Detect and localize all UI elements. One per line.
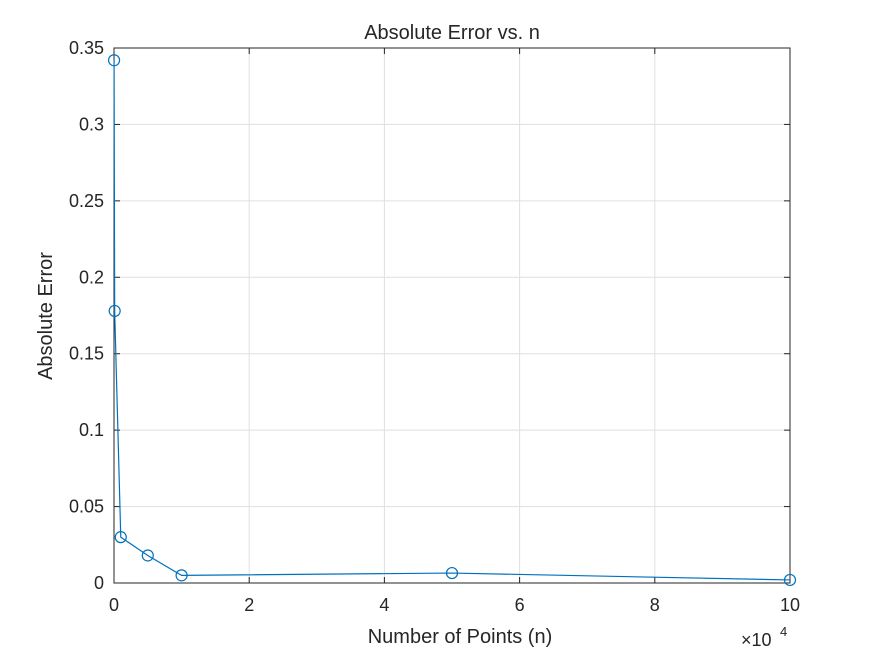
tick-labels: 0 2 4 6 8 10 0 0.05 0.1 0.15 0.2 0.25 0.3 0.35 (69, 38, 800, 615)
data-point-marker (783, 573, 797, 587)
data-point-marker (108, 304, 121, 318)
data-series (107, 54, 797, 587)
series-line (113, 60, 791, 581)
y-tick-label: 0.25 (69, 191, 104, 211)
data-point-marker (141, 549, 154, 562)
data-point-marker (114, 531, 127, 544)
chart-title: Absolute Error vs. n (364, 22, 540, 44)
x-tick-label: 4 (379, 595, 389, 615)
x-tick-label: 2 (244, 595, 254, 615)
x-tick-label: 6 (515, 595, 525, 615)
x-axis-exponent-base: ×10 (741, 630, 772, 650)
y-tick-label: 0.1 (79, 420, 104, 440)
x-axis-title: Number of Points (n) (368, 626, 553, 648)
x-tick-label: 10 (780, 595, 800, 615)
axes-box (113, 47, 791, 584)
x-tick-label: 8 (650, 595, 660, 615)
y-axis-title: Absolute Error (35, 252, 57, 380)
plot-area-background (114, 48, 790, 583)
x-axis-exponent-power: 4 (780, 624, 787, 639)
data-point-marker (445, 566, 459, 580)
y-tick-label: 0 (94, 573, 104, 593)
x-axis-exponent: ×10 4 (741, 624, 787, 650)
y-tick-label: 0.2 (79, 267, 104, 287)
data-point-marker (175, 569, 188, 582)
x-tick-label: 0 (109, 595, 119, 615)
y-tick-label: 0.3 (79, 114, 104, 134)
y-tick-label: 0.15 (69, 344, 104, 364)
axes (113, 47, 791, 584)
y-tick-label: 0.35 (69, 38, 104, 58)
y-tick-label: 0.05 (69, 497, 104, 517)
data-point-marker (107, 54, 121, 67)
